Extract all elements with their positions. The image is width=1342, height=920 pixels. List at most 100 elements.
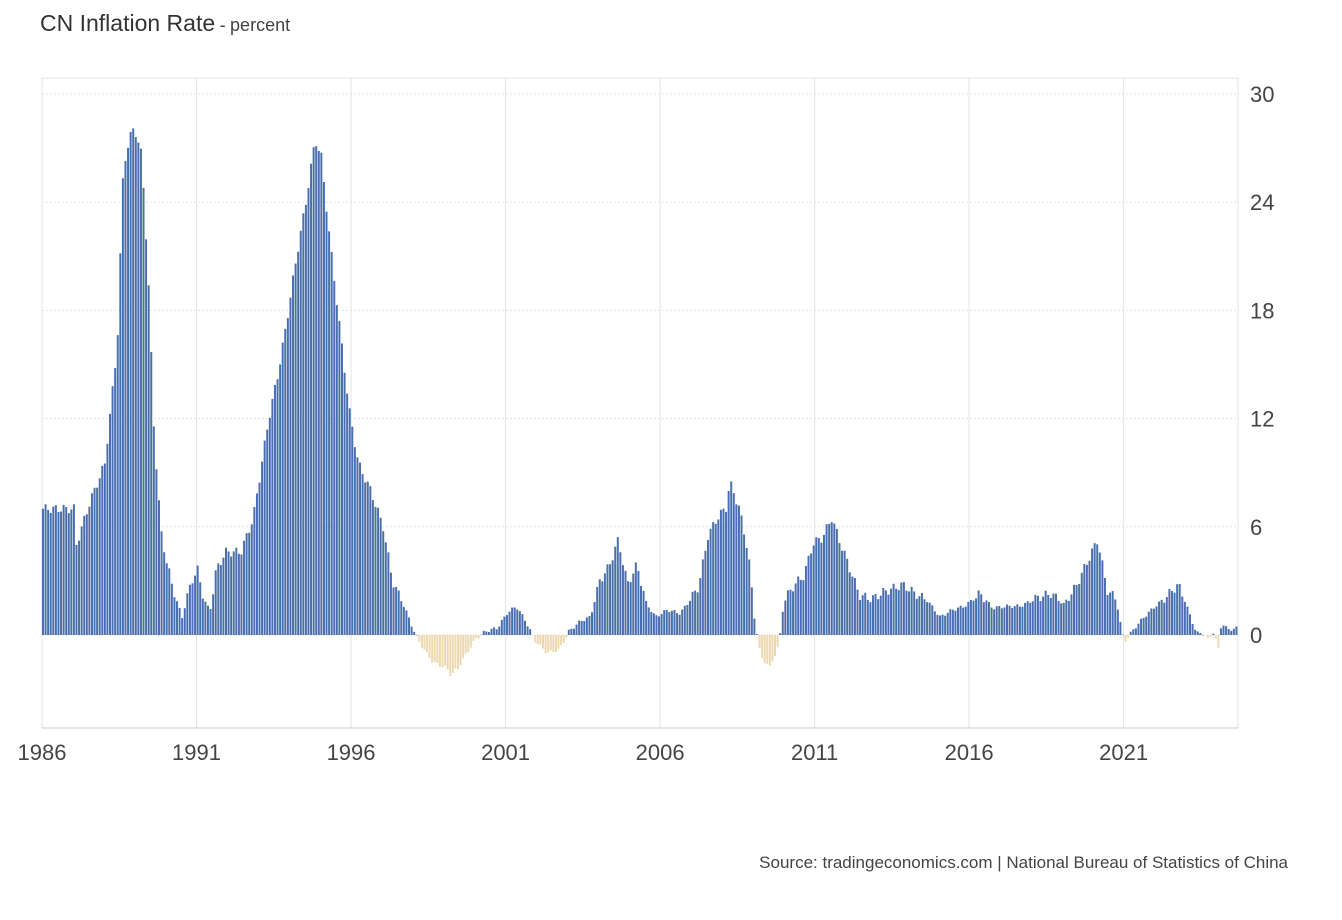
bar — [905, 590, 908, 635]
bar — [127, 147, 130, 636]
bar — [719, 509, 722, 635]
bar — [544, 635, 547, 654]
bar — [799, 579, 802, 635]
bar — [204, 601, 207, 635]
x-tick-label: 2011 — [791, 740, 838, 765]
bar — [871, 595, 874, 635]
bar — [377, 507, 380, 635]
bar — [774, 635, 777, 656]
bar — [230, 556, 233, 635]
bar — [356, 457, 359, 635]
bar — [49, 512, 52, 635]
bar — [467, 635, 470, 653]
bar — [598, 579, 601, 635]
bar — [771, 635, 774, 662]
bar — [60, 511, 63, 635]
bar — [701, 559, 704, 635]
bar — [54, 505, 57, 635]
bar — [614, 546, 617, 635]
bar — [866, 599, 869, 635]
bar — [804, 565, 807, 635]
bar — [420, 635, 423, 649]
bar — [1109, 592, 1112, 635]
bar — [758, 635, 761, 649]
bar — [132, 128, 135, 635]
bar — [603, 573, 606, 635]
bar — [524, 620, 526, 635]
x-tick-label: 2016 — [945, 740, 994, 765]
bar — [743, 534, 746, 635]
bar — [642, 590, 645, 635]
bar — [709, 528, 712, 635]
bar — [508, 611, 511, 635]
bar — [446, 635, 449, 670]
bar — [632, 573, 635, 635]
bar — [853, 578, 856, 635]
bar — [1189, 614, 1192, 635]
bar — [830, 522, 833, 635]
bar — [196, 565, 199, 635]
bar — [364, 482, 367, 635]
bar — [1026, 601, 1029, 635]
bar — [915, 598, 918, 635]
bar — [201, 598, 204, 635]
bar — [57, 511, 60, 635]
bar — [441, 635, 444, 668]
bar — [900, 582, 903, 635]
bar — [109, 413, 111, 635]
bar — [250, 524, 253, 635]
bar — [637, 570, 640, 635]
bar — [103, 463, 106, 635]
bar — [245, 533, 248, 635]
bar — [727, 490, 730, 635]
bar — [469, 635, 472, 648]
bar — [1204, 635, 1207, 636]
y-axis-ticks: 0 6 12 18 24 30 — [1250, 82, 1274, 648]
chart-title-text: CN Inflation Rate — [40, 10, 216, 36]
bar — [134, 137, 137, 635]
bar — [1145, 616, 1148, 635]
bar — [699, 578, 702, 635]
bar — [1091, 548, 1094, 635]
bar — [815, 537, 818, 635]
bar — [206, 605, 209, 635]
bar — [567, 629, 570, 635]
bar — [302, 213, 305, 636]
bar — [273, 384, 276, 635]
bar — [173, 597, 176, 635]
bar — [557, 635, 560, 649]
bar — [926, 602, 929, 635]
bar — [1129, 631, 1132, 635]
bar — [268, 417, 271, 635]
bar — [212, 594, 215, 635]
bar — [593, 601, 596, 635]
bar — [1047, 594, 1050, 635]
y-tick-label: 18 — [1250, 298, 1274, 323]
bar — [542, 635, 545, 649]
bar — [910, 586, 913, 635]
bar — [694, 590, 697, 635]
bar — [640, 585, 642, 635]
bar — [263, 440, 266, 635]
bar — [1230, 630, 1233, 635]
bar — [967, 601, 970, 635]
bar — [565, 635, 568, 638]
bar — [1021, 606, 1024, 635]
bar — [1152, 608, 1155, 635]
x-axis-ticks: 1986 1991 1996 2001 2006 2011 2016 2021 — [18, 740, 1149, 765]
bar — [1147, 611, 1150, 635]
bar — [1000, 608, 1003, 635]
chart-bars — [42, 128, 1238, 676]
y-tick-label: 12 — [1250, 407, 1274, 432]
bar — [410, 626, 413, 635]
bar — [812, 545, 815, 635]
bar — [1212, 633, 1215, 635]
bar — [969, 600, 972, 635]
bar — [890, 588, 893, 635]
bar — [279, 364, 282, 635]
bar — [240, 554, 243, 635]
bar — [304, 204, 307, 636]
bar — [258, 482, 261, 635]
bar — [1199, 633, 1202, 635]
bar — [72, 504, 75, 635]
